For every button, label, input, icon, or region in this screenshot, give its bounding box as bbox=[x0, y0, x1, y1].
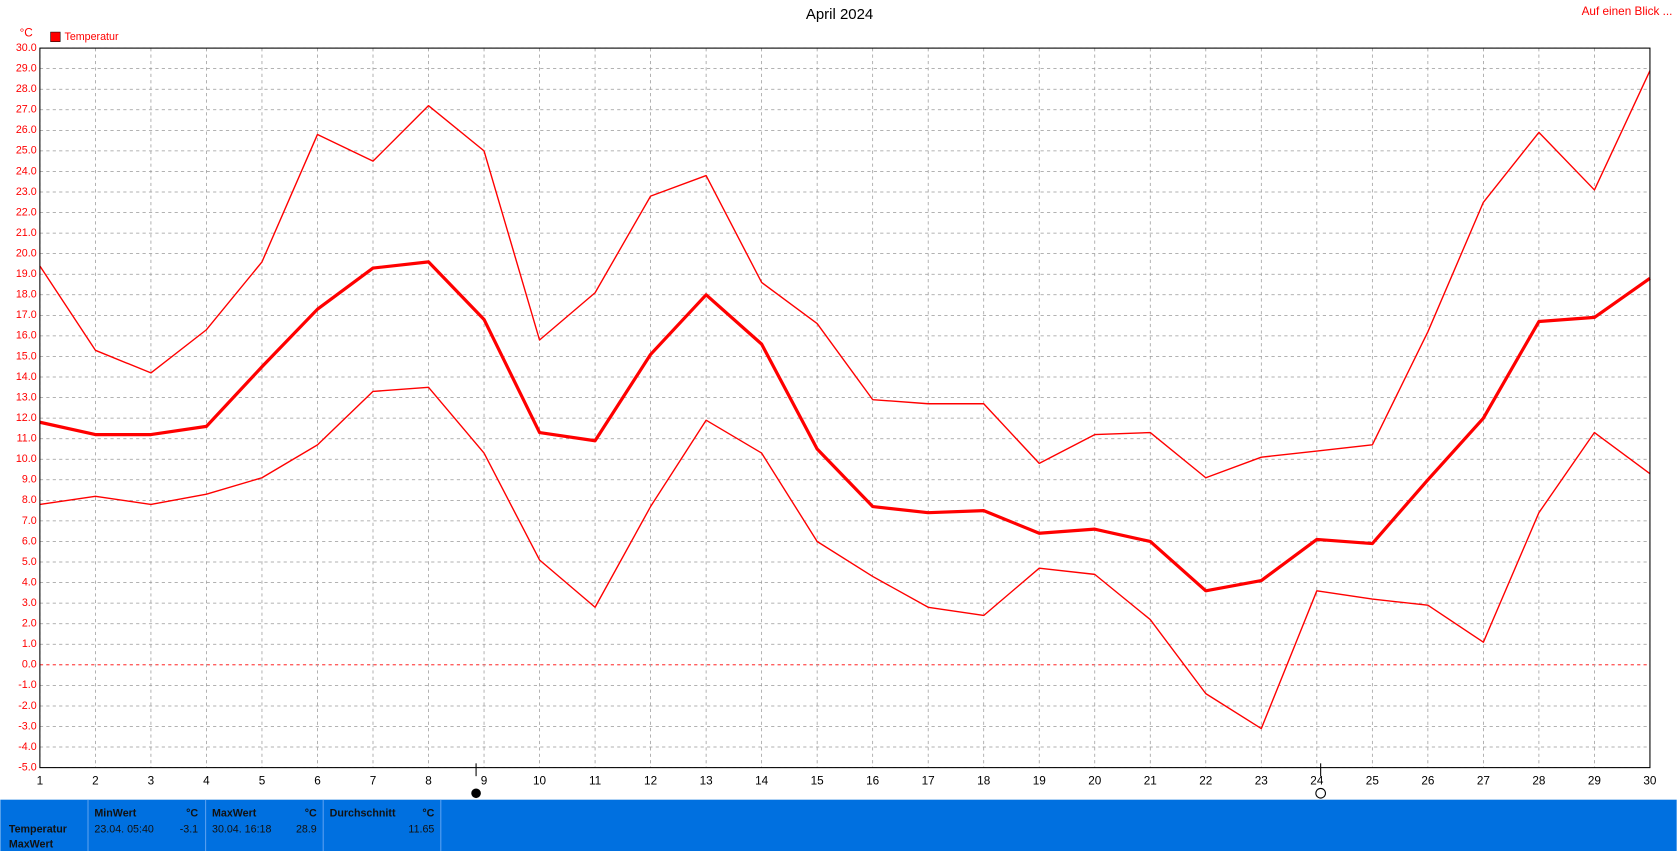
x-tick-label: 22 bbox=[1199, 775, 1212, 788]
y-tick-label: -2.0 bbox=[18, 700, 36, 712]
x-tick-label: 23 bbox=[1255, 775, 1269, 788]
x-tick-label: 14 bbox=[755, 775, 769, 788]
link[interactable]: Auf einen Blick ... bbox=[1582, 5, 1673, 18]
cell-value: 28.9 bbox=[296, 823, 317, 835]
y-tick-label: 25.0 bbox=[16, 145, 37, 157]
y-tick-label: 13.0 bbox=[16, 391, 37, 403]
x-tick-label: 30 bbox=[1643, 775, 1657, 788]
x-tick-label: 1 bbox=[37, 775, 44, 788]
x-tick-label: 7 bbox=[370, 775, 377, 788]
x-tick-label: 16 bbox=[866, 775, 880, 788]
y-tick-label: 2.0 bbox=[22, 618, 37, 630]
cell-time: 30.04. 16:18 bbox=[212, 823, 271, 835]
y-tick-label: 1.0 bbox=[22, 638, 37, 650]
x-tick-label: 18 bbox=[977, 775, 991, 788]
legend-label[interactable]: Temperatur bbox=[64, 31, 118, 43]
summary-bar bbox=[0, 799, 1677, 851]
y-tick-label: 22.0 bbox=[16, 206, 37, 218]
x-tick-label: 20 bbox=[1088, 775, 1102, 788]
x-tick-label: 28 bbox=[1532, 775, 1546, 788]
plot-frame bbox=[39, 47, 1651, 769]
summary-dividers bbox=[87, 799, 442, 851]
temperature-line bbox=[39, 260, 1651, 593]
x-tick-label: 11 bbox=[589, 775, 601, 788]
y-tick-label: 8.0 bbox=[22, 494, 37, 506]
x-tick-label: 12 bbox=[644, 775, 657, 788]
chart-title: April 2024 bbox=[806, 6, 873, 23]
cell-time: 23.04. 05:40 bbox=[94, 823, 153, 835]
y-tick-label: 23.0 bbox=[16, 186, 37, 198]
x-tick-label: 26 bbox=[1421, 775, 1435, 788]
plot: 30.029.028.027.026.025.024.023.022.021.0… bbox=[16, 42, 1657, 788]
x-tick-label: 25 bbox=[1366, 775, 1380, 788]
col-unit: °C bbox=[186, 807, 198, 819]
legend-swatch bbox=[50, 31, 61, 42]
row-label: Temperatur bbox=[9, 823, 67, 835]
y-tick-label: 29.0 bbox=[16, 62, 37, 74]
x-tick-label: 5 bbox=[259, 775, 266, 788]
y-tick-label: 17.0 bbox=[16, 309, 37, 321]
y-tick-label: 16.0 bbox=[16, 330, 37, 342]
row-label: MaxWert bbox=[9, 838, 54, 850]
y-tick-label: 27.0 bbox=[16, 104, 37, 116]
x-tick-label: 24 bbox=[1310, 775, 1324, 788]
y-tick-label: -4.0 bbox=[18, 741, 36, 753]
x-tick-label: 8 bbox=[425, 775, 432, 788]
y-tick-label: 24.0 bbox=[16, 165, 37, 177]
full-moon-icon bbox=[471, 788, 481, 799]
y-tick-label: -3.0 bbox=[18, 720, 36, 732]
x-tick-label: 19 bbox=[1033, 775, 1046, 788]
cell-value: 11.65 bbox=[408, 823, 434, 835]
x-tick-label: 29 bbox=[1588, 775, 1601, 788]
col-header: MinWert bbox=[94, 807, 136, 819]
x-tick-label: 4 bbox=[203, 775, 210, 788]
temperature-line bbox=[39, 386, 1651, 730]
y-tick-label: 21.0 bbox=[16, 227, 37, 239]
y-tick-label: -5.0 bbox=[18, 761, 36, 773]
x-tick-label: 3 bbox=[148, 775, 155, 788]
temperature-line bbox=[39, 70, 1651, 479]
x-tick-label: 10 bbox=[533, 775, 547, 788]
y-tick-label: 3.0 bbox=[22, 597, 37, 609]
new-moon-icon bbox=[1315, 787, 1327, 799]
y-tick-label: 18.0 bbox=[16, 289, 37, 301]
y-tick-label: 6.0 bbox=[22, 535, 37, 547]
x-tick-label: 9 bbox=[481, 775, 488, 788]
y-tick-label: -1.0 bbox=[18, 679, 36, 691]
y-tick-label: 15.0 bbox=[16, 350, 37, 362]
x-tick-label: 27 bbox=[1477, 775, 1490, 788]
x-tick-label: 6 bbox=[314, 775, 321, 788]
x-tick-label: 17 bbox=[922, 775, 935, 788]
y-tick-label: 28.0 bbox=[16, 83, 37, 95]
y-tick-label: 12.0 bbox=[16, 412, 37, 424]
y-tick-label: 20.0 bbox=[16, 248, 37, 260]
y-tick-label: 10.0 bbox=[16, 453, 37, 465]
col-unit: °C bbox=[305, 807, 317, 819]
cell-value: -3.1 bbox=[180, 823, 198, 835]
x-tick-label: 21 bbox=[1144, 775, 1157, 788]
col-unit: °C bbox=[422, 807, 434, 819]
y-tick-label: 4.0 bbox=[22, 576, 37, 588]
y-tick-label: 11.0 bbox=[17, 433, 37, 445]
y-tick-label: 7.0 bbox=[22, 515, 37, 527]
col-header: MaxWert bbox=[212, 807, 257, 819]
y-tick-label: 14.0 bbox=[16, 371, 37, 383]
y-tick-label: 5.0 bbox=[22, 556, 37, 568]
col-header: Durchschnitt bbox=[330, 807, 396, 819]
y-tick-label: 19.0 bbox=[16, 268, 37, 280]
x-tick-label: 2 bbox=[92, 775, 99, 788]
y-tick-label: 9.0 bbox=[22, 474, 37, 486]
y-unit: °C bbox=[20, 26, 34, 39]
x-tick-label: 13 bbox=[700, 775, 714, 788]
y-tick-label: 0.0 bbox=[22, 659, 37, 671]
y-tick-label: 26.0 bbox=[16, 124, 37, 136]
x-tick-label: 15 bbox=[811, 775, 825, 788]
y-tick-label: 30.0 bbox=[16, 42, 37, 54]
